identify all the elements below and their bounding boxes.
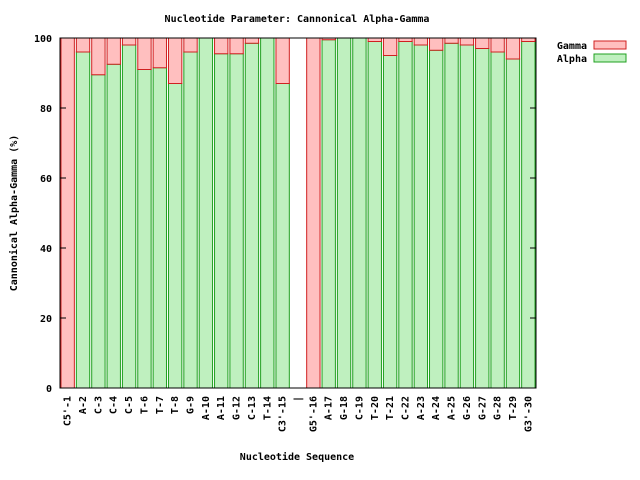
x-tick-label: C3'-15 xyxy=(278,396,289,432)
bar-segment xyxy=(137,69,152,389)
x-tick-label: C-19 xyxy=(354,396,365,420)
x-tick-label: T-20 xyxy=(370,396,381,420)
bar-segment xyxy=(321,39,336,389)
bar-segment xyxy=(137,37,152,70)
bar-segment xyxy=(106,37,121,65)
bar-segment xyxy=(244,37,260,44)
x-tick-label: G5'-16 xyxy=(308,396,319,432)
bar-segment xyxy=(121,37,137,46)
bar-segment xyxy=(183,51,198,389)
x-tick-label: C-5 xyxy=(124,396,135,414)
bar-segment xyxy=(91,74,106,389)
x-tick-label: A-2 xyxy=(78,396,89,414)
x-tick-label: C-13 xyxy=(247,396,258,420)
x-tick-label: A-25 xyxy=(447,396,458,420)
bar-segment xyxy=(75,37,91,53)
bar-segment xyxy=(275,37,290,84)
bar-segment xyxy=(398,41,413,389)
bar-segment xyxy=(244,42,260,389)
bar-segment xyxy=(367,37,382,42)
y-tick-label: 100 xyxy=(34,34,52,45)
legend-label: Gamma xyxy=(557,41,587,52)
x-tick-label: A-24 xyxy=(431,396,442,420)
y-axis-label: Cannonical Alpha-Gamma (%) xyxy=(8,135,20,292)
bar-segment xyxy=(275,83,290,389)
bar-segment xyxy=(306,37,321,389)
bar-segment xyxy=(352,37,367,389)
bar-segment xyxy=(490,51,505,389)
x-tick-label: A-11 xyxy=(216,396,227,420)
bar-segment xyxy=(229,37,244,55)
legend-label: Alpha xyxy=(557,54,587,65)
x-tick-label: | xyxy=(293,396,304,402)
x-tick-label: C-4 xyxy=(109,396,120,414)
bar-segment xyxy=(413,37,429,46)
x-tick-label: T-14 xyxy=(262,396,273,420)
bar-segment xyxy=(91,37,106,76)
x-tick-label: G-27 xyxy=(477,396,488,420)
chart-title: Nucleotide Parameter: Cannonical Alpha-G… xyxy=(165,13,430,25)
y-tick-label: 20 xyxy=(40,314,52,325)
bar-segment xyxy=(367,41,382,389)
x-axis-label: Nucleotide Sequence xyxy=(240,451,354,463)
x-tick-label: T-7 xyxy=(155,396,166,414)
bar-segment xyxy=(336,37,352,389)
bar-segment xyxy=(475,37,490,49)
y-tick-label: 80 xyxy=(40,104,52,115)
y-tick-label: 40 xyxy=(40,244,52,255)
bar-segment xyxy=(152,67,167,389)
bar-segment xyxy=(382,37,398,56)
x-tick-label: C-22 xyxy=(400,396,411,420)
bar-segment xyxy=(60,37,75,389)
bar-segment xyxy=(459,37,475,46)
x-tick-label: G3'-30 xyxy=(523,396,534,432)
bar-segment xyxy=(229,53,244,389)
bar-segment xyxy=(521,37,536,42)
bar-segment xyxy=(260,37,275,389)
bar-segment xyxy=(183,37,198,53)
bar-segment xyxy=(121,44,137,389)
y-tick-label: 0 xyxy=(46,384,52,395)
x-tick-label: G-12 xyxy=(232,396,243,420)
plot-frame xyxy=(59,37,537,389)
x-tick-label: T-21 xyxy=(385,396,396,420)
bar-segment xyxy=(198,37,214,389)
bar-segment xyxy=(398,37,413,42)
bar-segment xyxy=(505,58,521,389)
bar-segment xyxy=(505,37,521,60)
x-tick-label: A-10 xyxy=(201,396,212,420)
bar-segment xyxy=(413,44,429,389)
bar-segment xyxy=(429,49,444,389)
x-tick-label: G-26 xyxy=(462,396,473,420)
bar-segment xyxy=(382,55,398,389)
bar-segment xyxy=(444,37,459,44)
x-tick-label: T-8 xyxy=(170,396,181,414)
x-tick-label: G-18 xyxy=(339,396,350,420)
x-tick-label: T-29 xyxy=(508,396,519,420)
y-tick-label: 60 xyxy=(40,174,52,185)
bar-segment xyxy=(75,51,91,389)
bar-segment xyxy=(214,53,229,389)
x-tick-label: C5'-1 xyxy=(63,396,74,426)
x-tick-label: C-3 xyxy=(93,396,104,414)
bar-segment xyxy=(167,83,183,389)
bar-segment xyxy=(167,37,183,84)
bar-segment xyxy=(521,41,536,389)
bar-segment xyxy=(152,37,167,69)
bar-segment xyxy=(459,44,475,389)
x-tick-label: G-28 xyxy=(493,396,504,420)
bar-segment xyxy=(444,42,459,389)
x-tick-label: T-6 xyxy=(139,396,150,414)
x-tick-label: A-17 xyxy=(324,396,335,420)
bar-segment xyxy=(490,37,505,53)
bar-segment xyxy=(106,63,121,389)
legend-swatch xyxy=(593,53,627,63)
x-tick-label: A-23 xyxy=(416,396,427,420)
bar-segment xyxy=(475,48,490,389)
bar-segment xyxy=(214,37,229,55)
x-tick-label: G-9 xyxy=(186,396,197,414)
bar-segment xyxy=(429,37,444,51)
legend-swatch xyxy=(593,40,627,50)
